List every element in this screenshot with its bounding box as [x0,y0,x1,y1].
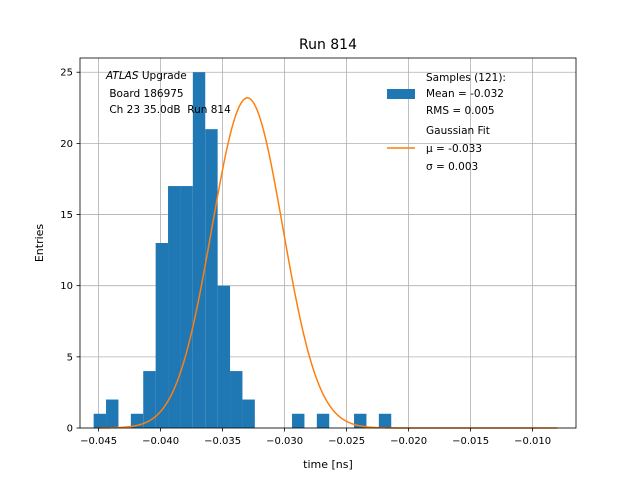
plot-frame [79,57,577,429]
histogram-bar [180,186,193,428]
y-tick-label: 5 [67,352,73,363]
legend-fit-line-3: σ = 0.003 [426,161,478,173]
upgrade-label: Upgrade [139,70,187,82]
y-tick-label: 10 [60,281,73,292]
histogram-bar [192,72,206,428]
legend-histogram-swatch [387,89,415,99]
histogram-bar [168,186,181,428]
histogram-bar [217,285,231,428]
x-axis-ticks: −0.045 −0.040 −0.035 −0.030 −0.025 −0.020 −0.0… [80,428,551,447]
histogram-bar [93,413,107,428]
annotation-line-1: ATLAS Upgrade [105,70,187,82]
x-tick-label: −0.045 [80,436,117,447]
histogram-bars [93,72,392,428]
histogram-bar [292,413,305,428]
x-tick-label: −0.035 [204,436,241,447]
annotation-line-3: Ch 23 35.0dB Run 814 [106,104,231,116]
x-tick-label: −0.040 [142,436,179,447]
legend-hist-line-2: Mean = -0.032 [426,88,504,100]
atlas-label: ATLAS [105,70,139,82]
x-tick-label: −0.030 [266,436,303,447]
y-axis-ticks: 0 5 10 15 20 25 [60,68,80,435]
y-axis-label: Entries [33,224,46,263]
x-tick-label: −0.015 [452,436,489,447]
y-tick-label: 25 [60,68,73,79]
legend-hist-line-1: Samples (121): [426,72,506,84]
x-tick-label: −0.010 [514,436,551,447]
annotation-block: ATLAS Upgrade Board 186975 Ch 23 35.0dB … [105,70,231,116]
legend-hist-line-3: RMS = 0.005 [426,105,495,117]
histogram-bar [106,399,119,428]
histogram-bar [354,413,367,428]
x-tick-label: −0.025 [328,436,365,447]
legend: Samples (121): Mean = -0.032 RMS = 0.005… [387,72,506,173]
x-tick-label: −0.020 [390,436,427,447]
histogram-bar [155,243,169,428]
histogram-bar [316,413,330,428]
y-tick-label: 20 [60,139,73,150]
legend-fit-line-2: μ = -0.033 [426,143,482,155]
histogram-bar [143,371,156,428]
histogram-bar [242,399,255,428]
legend-fit-line-1: Gaussian Fit [426,125,490,137]
histogram-bar [378,413,392,428]
y-tick-label: 0 [67,424,73,435]
histogram-bar [230,371,243,428]
annotation-line-2: Board 186975 [106,88,184,100]
y-tick-label: 15 [60,210,73,221]
chart-title: Run 814 [299,37,357,53]
x-axis-label: time [ns] [303,458,353,471]
histogram-bar [205,129,218,428]
